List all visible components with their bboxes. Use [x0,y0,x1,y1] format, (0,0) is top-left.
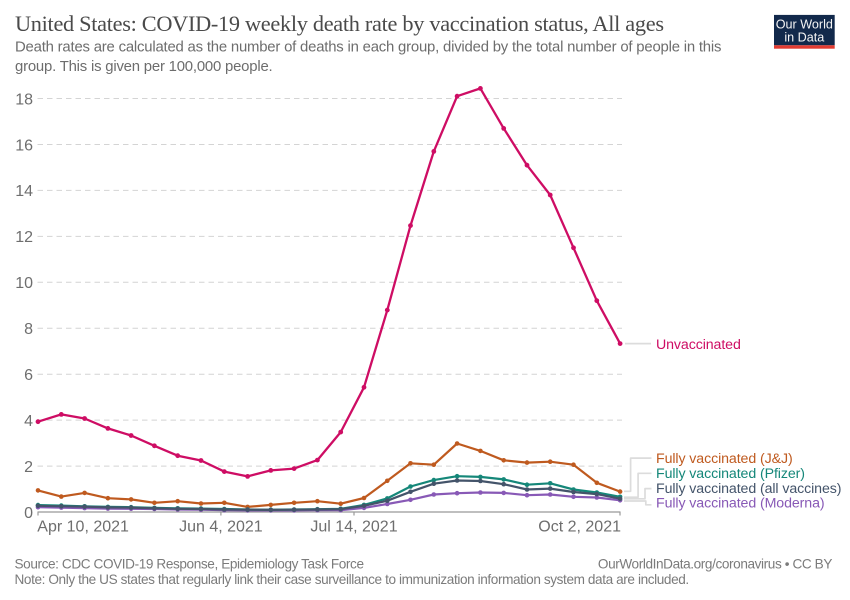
svg-text:4: 4 [24,413,33,430]
svg-text:group. This is given per 100,0: group. This is given per 100,000 people. [15,59,272,75]
svg-text:Jul 14, 2021: Jul 14, 2021 [310,518,397,535]
svg-text:Source: CDC COVID-19 Response,: Source: CDC COVID-19 Response, Epidemiol… [15,557,364,572]
svg-text:Apr 10, 2021: Apr 10, 2021 [37,518,129,535]
svg-text:in Data: in Data [784,31,824,45]
svg-text:6: 6 [24,367,33,384]
svg-text:18: 18 [15,91,33,108]
svg-text:Fully vaccinated (J&J): Fully vaccinated (J&J) [656,451,793,467]
svg-text:14: 14 [15,183,33,200]
svg-text:United States: COVID-19 weekly: United States: COVID-19 weekly death rat… [15,11,664,36]
svg-text:Fully vaccinated (all vaccines: Fully vaccinated (all vaccines) [656,481,841,497]
svg-text:2: 2 [24,459,33,476]
svg-text:Death rates are calculated as: Death rates are calculated as the number… [15,40,721,56]
svg-text:Fully vaccinated (Moderna): Fully vaccinated (Moderna) [656,496,825,512]
svg-text:10: 10 [15,275,33,292]
svg-text:16: 16 [15,137,33,154]
svg-text:Unvaccinated: Unvaccinated [656,337,741,353]
svg-text:Oct 2, 2021: Oct 2, 2021 [538,518,621,535]
svg-text:8: 8 [24,321,33,338]
svg-text:12: 12 [15,229,33,246]
svg-text:Fully vaccinated (Pfizer): Fully vaccinated (Pfizer) [656,466,805,482]
svg-text:Jun 4, 2021: Jun 4, 2021 [179,518,263,535]
svg-text:Note: Only the US states that: Note: Only the US states that regularly … [15,572,689,587]
svg-text:0: 0 [24,505,33,522]
svg-text:Our World: Our World [776,18,833,32]
svg-text:OurWorldInData.org/coronavirus: OurWorldInData.org/coronavirus • CC BY [598,557,832,572]
